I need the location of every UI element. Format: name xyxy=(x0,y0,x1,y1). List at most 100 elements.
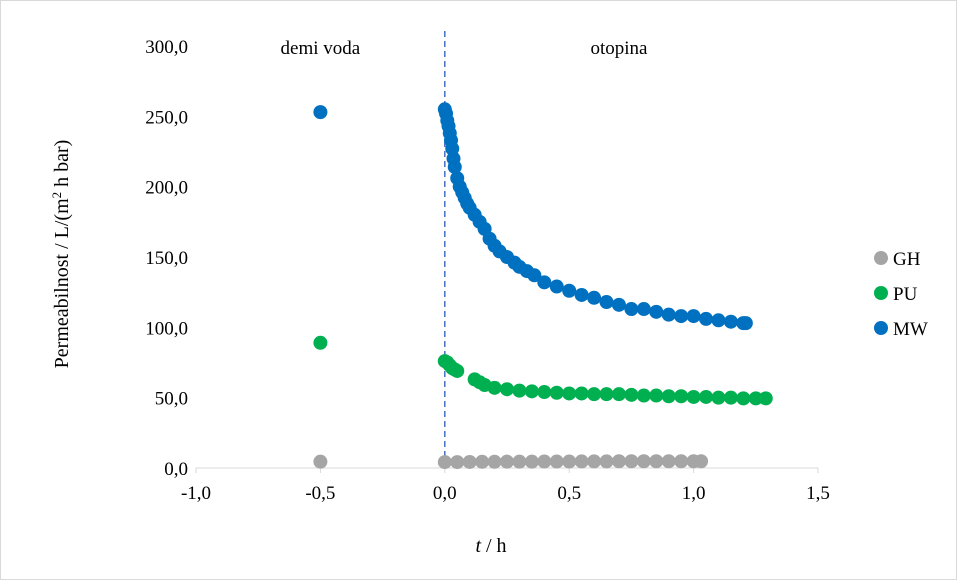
legend-marker xyxy=(874,251,888,265)
x-axis: -1,0 -0,5 0,0 0,5 1,0 1,5 xyxy=(181,467,830,504)
data-point xyxy=(447,159,462,174)
legend-label: MW xyxy=(893,319,928,340)
data-point xyxy=(674,389,689,404)
data-point xyxy=(661,307,676,322)
data-point xyxy=(450,363,465,378)
data-point xyxy=(549,454,564,469)
y-tick-label: 300,0 xyxy=(145,37,188,58)
data-point xyxy=(562,454,577,469)
data-point xyxy=(748,391,763,406)
data-point xyxy=(524,384,539,399)
legend-item-gh[interactable]: GH xyxy=(874,249,921,270)
data-point xyxy=(611,297,626,312)
legend-marker xyxy=(874,321,888,335)
data-point xyxy=(599,454,614,469)
annotation-label: demi voda xyxy=(281,38,361,59)
data-point xyxy=(500,382,514,397)
data-point xyxy=(574,454,589,469)
data-point xyxy=(487,380,502,395)
data-point xyxy=(649,454,664,469)
data-point xyxy=(549,385,564,400)
data-point xyxy=(674,309,689,324)
data-point xyxy=(636,388,651,403)
data-point xyxy=(723,390,738,405)
data-point xyxy=(624,302,639,317)
legend-label: PU xyxy=(893,284,918,305)
x-tick-label: 0,5 xyxy=(557,483,581,504)
legend[interactable]: GH PU MW xyxy=(874,249,928,340)
y-tick-label: 50,0 xyxy=(155,389,188,410)
y-axis-ticks: 0,0 50,0 100,0 150,0 200,0 250,0 300,0 xyxy=(145,37,188,480)
data-point xyxy=(636,302,651,317)
legend-label: GH xyxy=(893,249,921,270)
data-point xyxy=(587,290,602,305)
data-point xyxy=(699,311,714,326)
data-point xyxy=(624,387,639,402)
data-point xyxy=(537,454,552,469)
x-axis-title-unit: / h xyxy=(481,535,507,557)
data-point xyxy=(587,454,602,469)
data-point xyxy=(686,309,701,324)
data-point xyxy=(699,389,714,404)
y-axis-title-prefix: Permeabilnost / L/(m xyxy=(51,198,73,368)
data-point xyxy=(694,454,709,469)
annotation-label: otopina xyxy=(590,38,648,59)
data-point xyxy=(587,387,602,402)
data-point xyxy=(450,455,465,470)
series-pu xyxy=(313,335,773,406)
x-axis-title: t / h xyxy=(475,535,506,557)
data-point xyxy=(674,454,689,469)
legend-item-pu[interactable]: PU xyxy=(874,284,918,305)
data-point xyxy=(711,390,726,405)
legend-item-mw[interactable]: MW xyxy=(874,319,928,340)
x-tick-label: -0,5 xyxy=(305,483,335,504)
legend-marker xyxy=(874,286,888,300)
data-point xyxy=(500,454,514,469)
y-axis-title: Permeabilnost / L/(m2 h bar) xyxy=(49,140,74,369)
y-tick-label: 200,0 xyxy=(145,178,188,199)
data-point xyxy=(636,454,651,469)
data-point xyxy=(475,454,490,469)
annotations: demi voda otopina xyxy=(281,38,648,59)
data-point xyxy=(537,385,552,400)
series-mw xyxy=(313,102,753,331)
data-series xyxy=(313,102,773,470)
data-point xyxy=(574,287,589,302)
y-tick-label: 0,0 xyxy=(164,459,188,480)
data-point xyxy=(661,389,676,404)
data-point xyxy=(624,454,639,469)
data-point xyxy=(599,387,614,402)
data-point xyxy=(599,295,614,310)
data-point xyxy=(437,455,452,470)
x-tick-label: 1,0 xyxy=(682,483,706,504)
x-tick-label: 1,5 xyxy=(806,483,830,504)
data-point xyxy=(611,454,626,469)
y-tick-label: 150,0 xyxy=(145,248,188,269)
data-point xyxy=(574,386,589,401)
series-gh xyxy=(313,454,709,470)
x-tick-label: -1,0 xyxy=(181,483,211,504)
data-point xyxy=(313,454,328,469)
data-point xyxy=(611,387,626,402)
data-point xyxy=(661,454,676,469)
data-point xyxy=(562,283,577,298)
data-point xyxy=(549,279,564,294)
y-tick-label: 250,0 xyxy=(145,107,188,128)
data-point xyxy=(462,454,477,469)
data-point xyxy=(736,391,751,406)
data-point xyxy=(758,391,773,406)
y-tick-label: 100,0 xyxy=(145,318,188,339)
data-point xyxy=(686,389,701,404)
x-tick-label: 0,0 xyxy=(433,483,457,504)
data-point xyxy=(527,268,542,283)
y-axis-title-superscript: 2 xyxy=(49,192,64,199)
x-axis-title-variable: t xyxy=(475,535,481,557)
data-point xyxy=(723,314,738,329)
data-point xyxy=(738,316,753,331)
data-point xyxy=(562,386,577,401)
data-point xyxy=(313,335,328,350)
data-point xyxy=(711,313,726,328)
data-point xyxy=(649,388,664,403)
